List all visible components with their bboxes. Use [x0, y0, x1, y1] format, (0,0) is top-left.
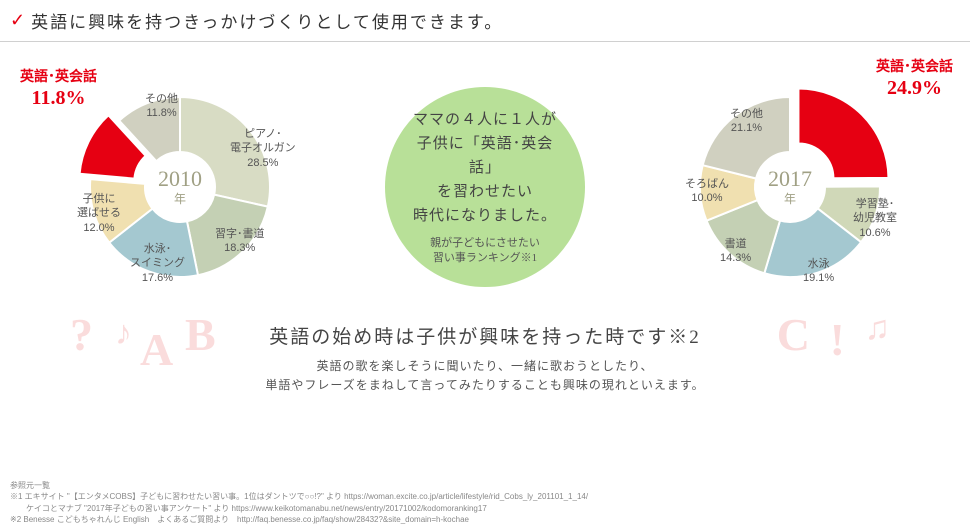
footnote-line: ※1 エキサイト "【エンタメCOBS】子どもに習わせたい習い事。1位はダントツ… [10, 491, 588, 502]
callout-2010: 英語･英会話 11.8% [20, 67, 97, 111]
footnotes: 参照元一覧 ※1 エキサイト "【エンタメCOBS】子どもに習わせたい習い事。1… [10, 480, 588, 525]
deco-c: C [777, 312, 810, 358]
slice-label: 学習塾･幼児教室10.6% [853, 197, 897, 240]
slice-label: そろばん10.0% [685, 177, 729, 206]
bubble-sub: 親が子どもにさせたい習い事ランキング※1 [430, 236, 540, 267]
year-label: 2017 [768, 168, 812, 190]
callout-label: 英語･英会話 [20, 67, 97, 85]
pie-2010: 2010 年 英語･英会話 11.8% ピアノ･電子オルガン28.5%習字･書道… [65, 72, 295, 302]
slice-label: 子供に選ばせる12.0% [77, 192, 121, 235]
deco-note: ♪ [115, 317, 132, 351]
page-title: 英語に興味を持つきっかけづくりとして使用できます。 [31, 8, 503, 33]
year-suffix: 年 [784, 190, 796, 207]
footnote-line: ※2 Benesse こどもちゃれんじ English よくあるご質問より ht… [10, 514, 588, 525]
pie-2017: 2017 年 英語･英会話 24.9% 学習塾･幼児教室10.6%水泳19.1%… [675, 72, 905, 302]
year-suffix: 年 [174, 190, 186, 207]
slice-label: 書道14.3% [720, 237, 751, 266]
charts-row: 2010 年 英語･英会話 11.8% ピアノ･電子オルガン28.5% 習字･書道… [0, 42, 970, 312]
deco-ex: ! [830, 317, 845, 363]
center-bubble: ママの４人に１人が子供に「英語･英会話」を習わせたい時代になりました。 親が子ど… [385, 87, 585, 287]
deco-b: B [185, 312, 216, 358]
bottom-section: ? ♪ A B C ! ♫ 英語の始め時は子供が興味を持った時です※2 英語の歌… [0, 312, 970, 401]
callout-value: 24.9% [876, 75, 953, 101]
callout-value: 11.8% [20, 85, 97, 111]
bottom-body: 英語の歌を楽しそうに聞いたり、一緒に歌おうとしたり、単語やフレーズをまねして言っ… [60, 357, 910, 395]
deco-a: A [140, 327, 173, 373]
pie-2017-center: 2017 年 [755, 152, 825, 222]
bubble-main: ママの４人に１人が子供に「英語･英会話」を習わせたい時代になりました。 [405, 108, 565, 228]
slice-label: 水泳･スイミング17.6% [130, 242, 185, 285]
footnote-line: ケイコとマナブ "2017年子どもの習い事アンケート" より https://w… [10, 503, 588, 514]
deco-notes: ♫ [865, 312, 891, 346]
pie-2010-center: 2010 年 [145, 152, 215, 222]
footnote-head: 参照元一覧 [10, 480, 588, 491]
callout-2017: 英語･英会話 24.9% [876, 57, 953, 101]
slice-label: 水泳19.1% [803, 257, 834, 286]
slice-label: その他11.8% [145, 92, 178, 121]
year-label: 2010 [158, 168, 202, 190]
slice-label: 習字･書道18.3% [215, 227, 265, 256]
deco-q: ? [70, 312, 93, 358]
header: ✓ 英語に興味を持つきっかけづくりとして使用できます。 [0, 0, 970, 42]
check-icon: ✓ [10, 10, 25, 31]
slice-label: その他21.1% [730, 107, 763, 136]
callout-label: 英語･英会話 [876, 57, 953, 75]
slice-label: ピアノ･電子オルガン28.5% [230, 127, 296, 170]
